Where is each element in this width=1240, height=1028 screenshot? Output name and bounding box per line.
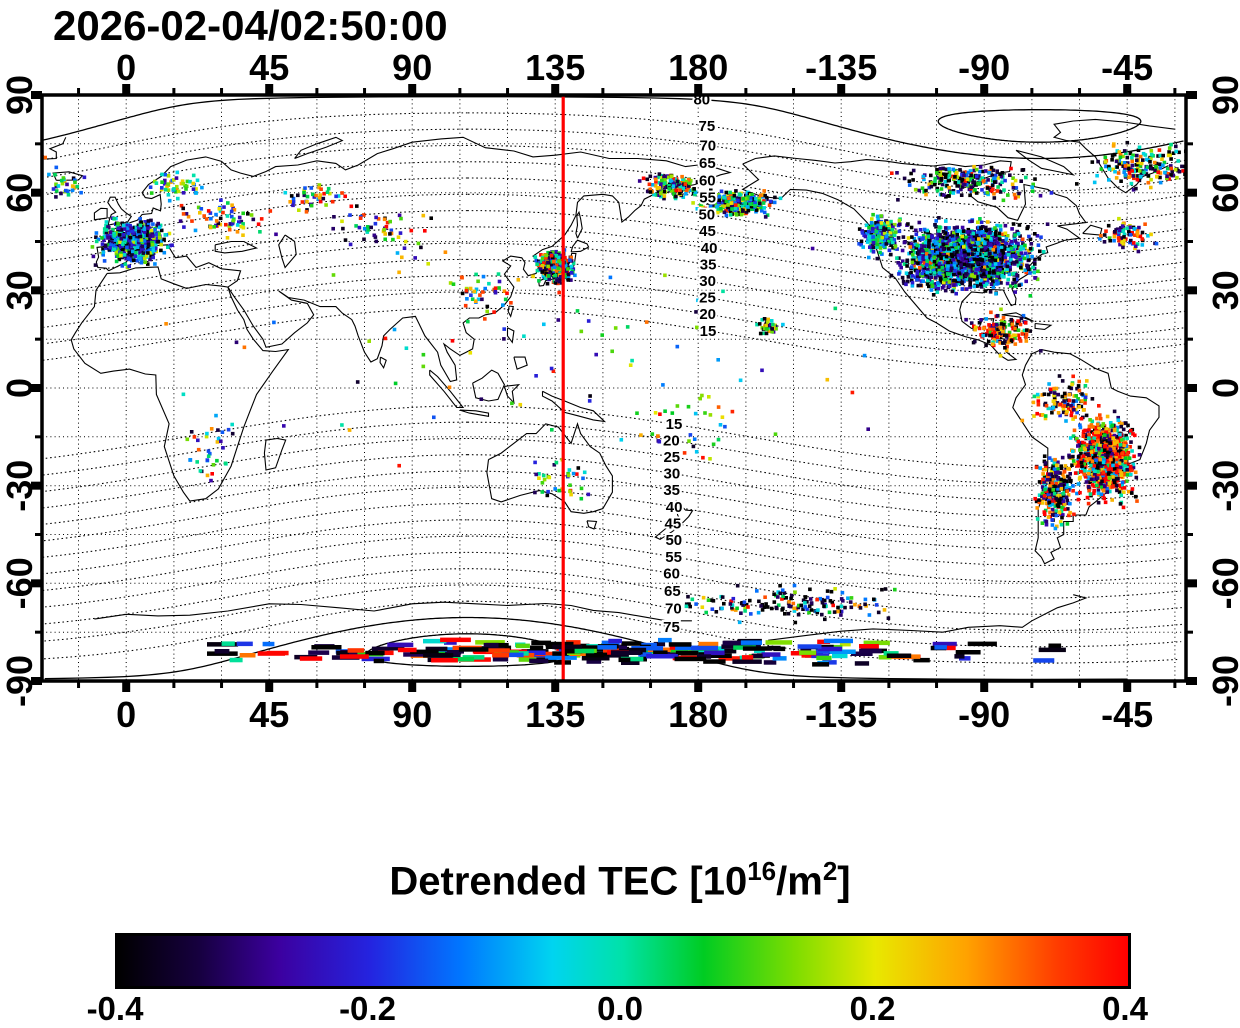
colorbar-tick-label: 0.0 (597, 990, 643, 1028)
map-plot: 1520253035404550556065707580152025303540… (0, 0, 1240, 800)
colorbar-tick-label: -0.4 (87, 990, 144, 1028)
lon-label-bottom: 0 (116, 694, 136, 735)
lon-label-top: -90 (958, 47, 1010, 88)
lat-label-right: -30 (1205, 460, 1240, 512)
colorbar-tick-label: 0.2 (850, 990, 896, 1028)
colorbar-title-sup-16: 16 (747, 856, 776, 886)
lon-label-bottom: 90 (392, 694, 432, 735)
lat-label-right: 90 (1205, 75, 1240, 115)
colorbar-tick-label: -0.2 (339, 990, 396, 1028)
lon-label-top: 0 (116, 47, 136, 88)
lon-label-bottom: 180 (668, 694, 728, 735)
lon-label-bottom: 135 (525, 694, 585, 735)
lat-label-left: 60 (0, 173, 40, 213)
lon-label-top: 45 (249, 47, 289, 88)
lat-label-right: -90 (1205, 655, 1240, 707)
lat-label-right: 30 (1205, 270, 1240, 310)
lon-label-bottom: 45 (249, 694, 289, 735)
colorbar-title-mid: /m (776, 859, 823, 903)
lon-label-bottom: -90 (958, 694, 1010, 735)
colorbar-title-text: Detrended TEC [10 (389, 859, 747, 903)
colorbar-tick-label: 0.4 (1102, 990, 1148, 1028)
lon-label-top: 135 (525, 47, 585, 88)
contour-labels: 1520253035404550556065707580152025303540… (663, 92, 717, 637)
lat-label-left: -90 (0, 655, 40, 707)
lat-label-right: 60 (1205, 173, 1240, 213)
lat-label-left: 90 (0, 75, 40, 115)
lat-label-left: 0 (0, 378, 40, 398)
lat-label-left: -30 (0, 460, 40, 512)
lat-label-left: 30 (0, 270, 40, 310)
colorbar (115, 933, 1131, 989)
lon-label-bottom: -45 (1101, 694, 1153, 735)
lon-label-top: 180 (668, 47, 728, 88)
colorbar-title: Detrended TEC [1016/m2] (0, 856, 1240, 904)
colorbar-title-suffix: ] (837, 859, 850, 903)
lat-label-right: -60 (1205, 557, 1240, 609)
lon-label-top: -135 (805, 47, 877, 88)
lat-label-right: 0 (1205, 378, 1240, 398)
lon-label-top: -45 (1101, 47, 1153, 88)
colorbar-title-sup-2: 2 (823, 856, 837, 886)
lat-label-left: -60 (0, 557, 40, 609)
lon-label-bottom: -135 (805, 694, 877, 735)
coastlines (44, 119, 1175, 640)
lon-label-top: 90 (392, 47, 432, 88)
graticule (42, 95, 1186, 681)
